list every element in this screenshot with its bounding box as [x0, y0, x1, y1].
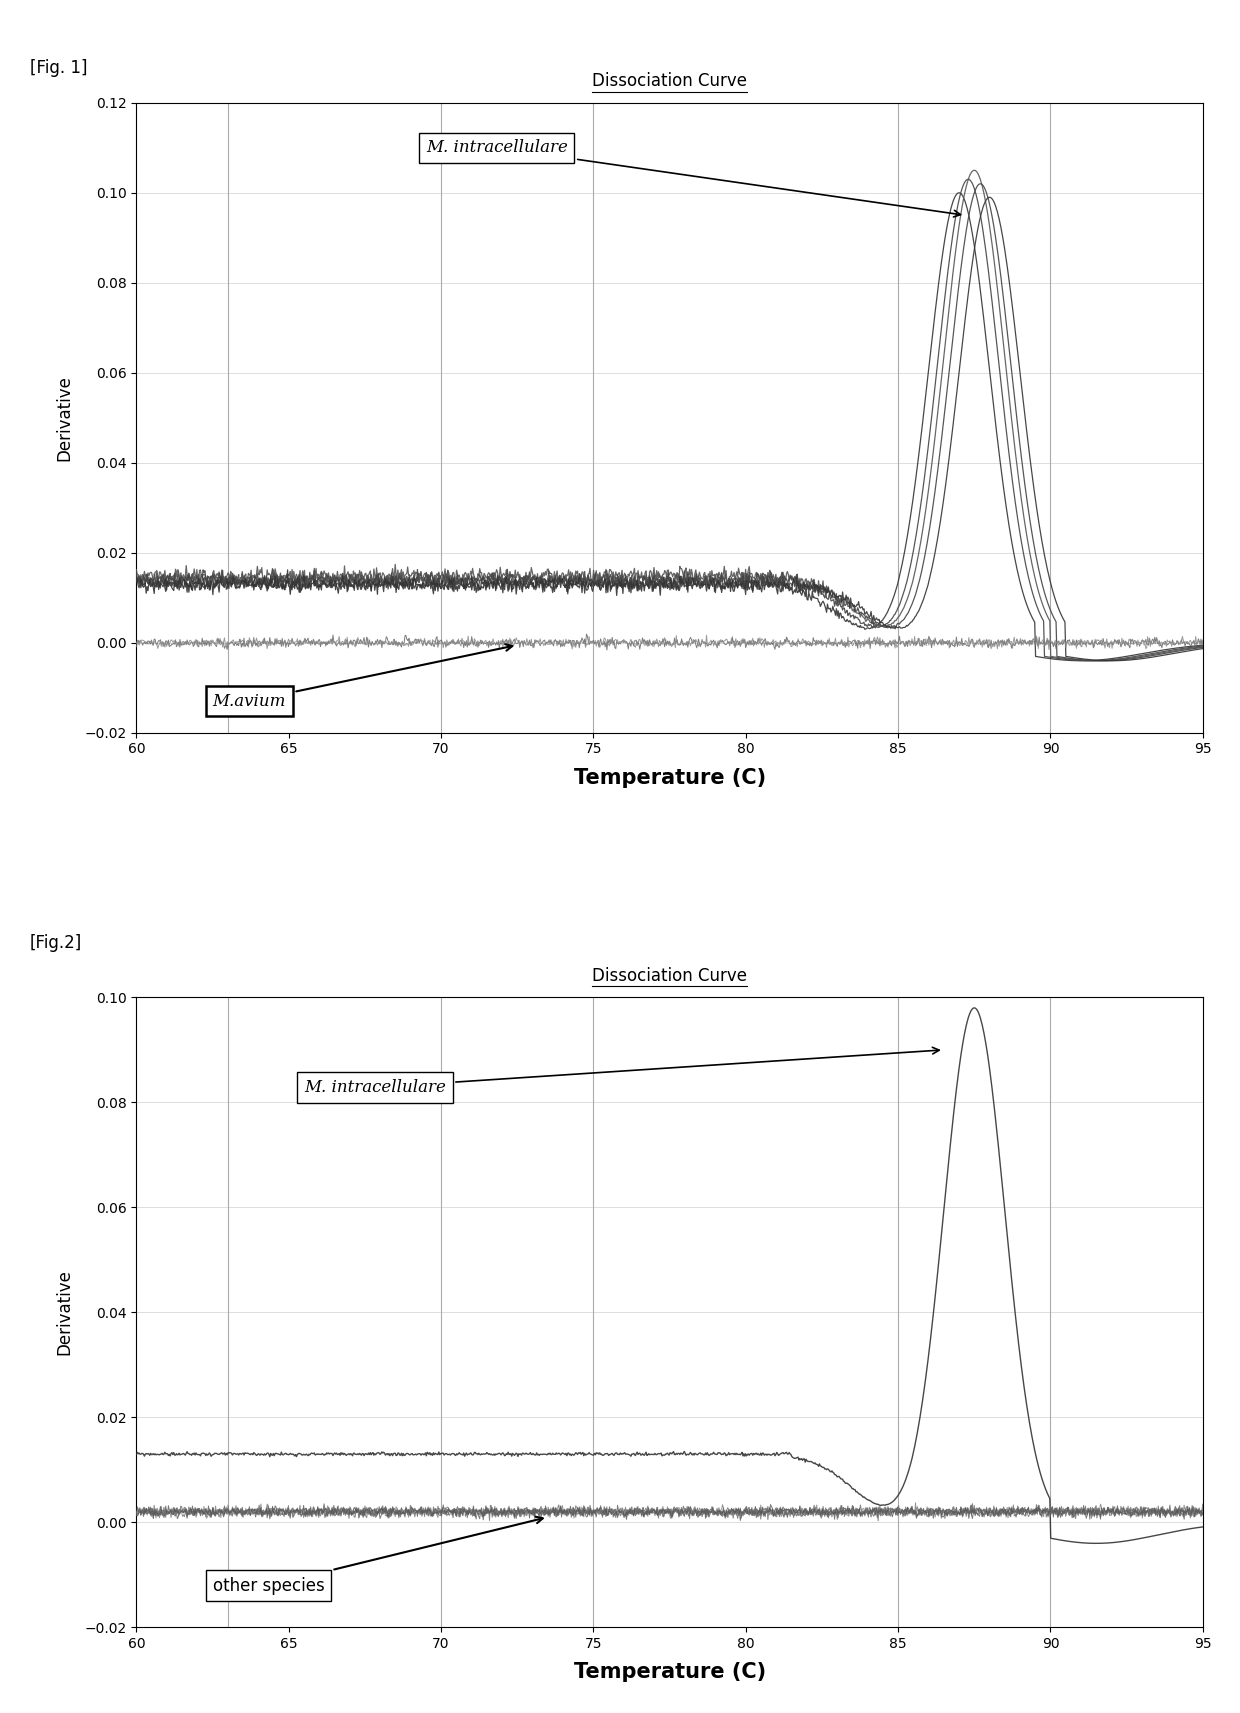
Y-axis label: Derivative: Derivative	[56, 375, 73, 461]
Y-axis label: Derivative: Derivative	[56, 1269, 73, 1355]
X-axis label: Temperature (C): Temperature (C)	[574, 1662, 765, 1682]
Text: M. intracellulare: M. intracellulare	[304, 1047, 939, 1096]
Text: M.avium: M.avium	[212, 644, 512, 709]
Text: Dissociation Curve: Dissociation Curve	[591, 966, 746, 985]
Text: Dissociation Curve: Dissociation Curve	[591, 72, 746, 91]
X-axis label: Temperature (C): Temperature (C)	[574, 767, 765, 788]
Text: other species: other species	[212, 1516, 543, 1595]
Text: [Fig. 1]: [Fig. 1]	[30, 58, 87, 77]
Text: [Fig.2]: [Fig.2]	[30, 934, 82, 952]
Text: M. intracellulare: M. intracellulare	[425, 139, 961, 218]
